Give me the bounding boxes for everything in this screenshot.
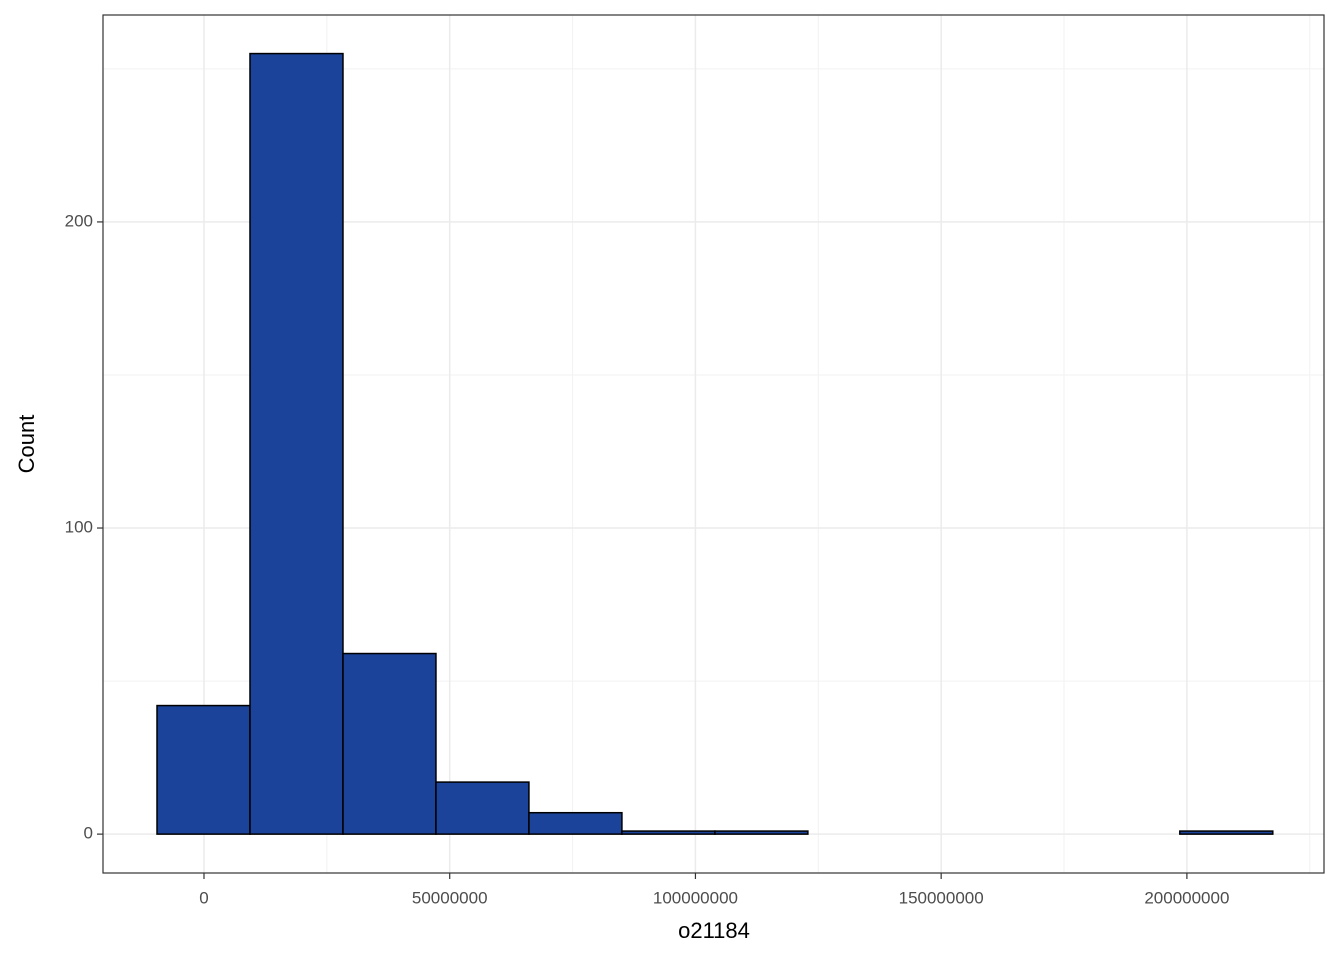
bar [342, 652, 437, 835]
panel-border [102, 14, 1325, 874]
x-tick-label: 200000000 [1144, 888, 1229, 907]
x-axis-title: o21184 [678, 918, 750, 943]
bar [1179, 830, 1274, 835]
bar [249, 52, 344, 835]
x-tick-label: 150000000 [899, 888, 984, 907]
y-tick-label: 100 [65, 518, 93, 537]
y-tick-label: 200 [65, 211, 93, 230]
bar [528, 811, 623, 835]
bar [621, 830, 716, 835]
x-tick-label: 50000000 [412, 888, 488, 907]
bar [435, 781, 530, 835]
y-axis-title: Count [14, 415, 39, 474]
y-tick-label: 0 [84, 824, 93, 843]
x-tick-label: 100000000 [653, 888, 738, 907]
bar [156, 704, 251, 835]
bar [714, 830, 809, 835]
x-tick-label: 0 [199, 888, 208, 907]
